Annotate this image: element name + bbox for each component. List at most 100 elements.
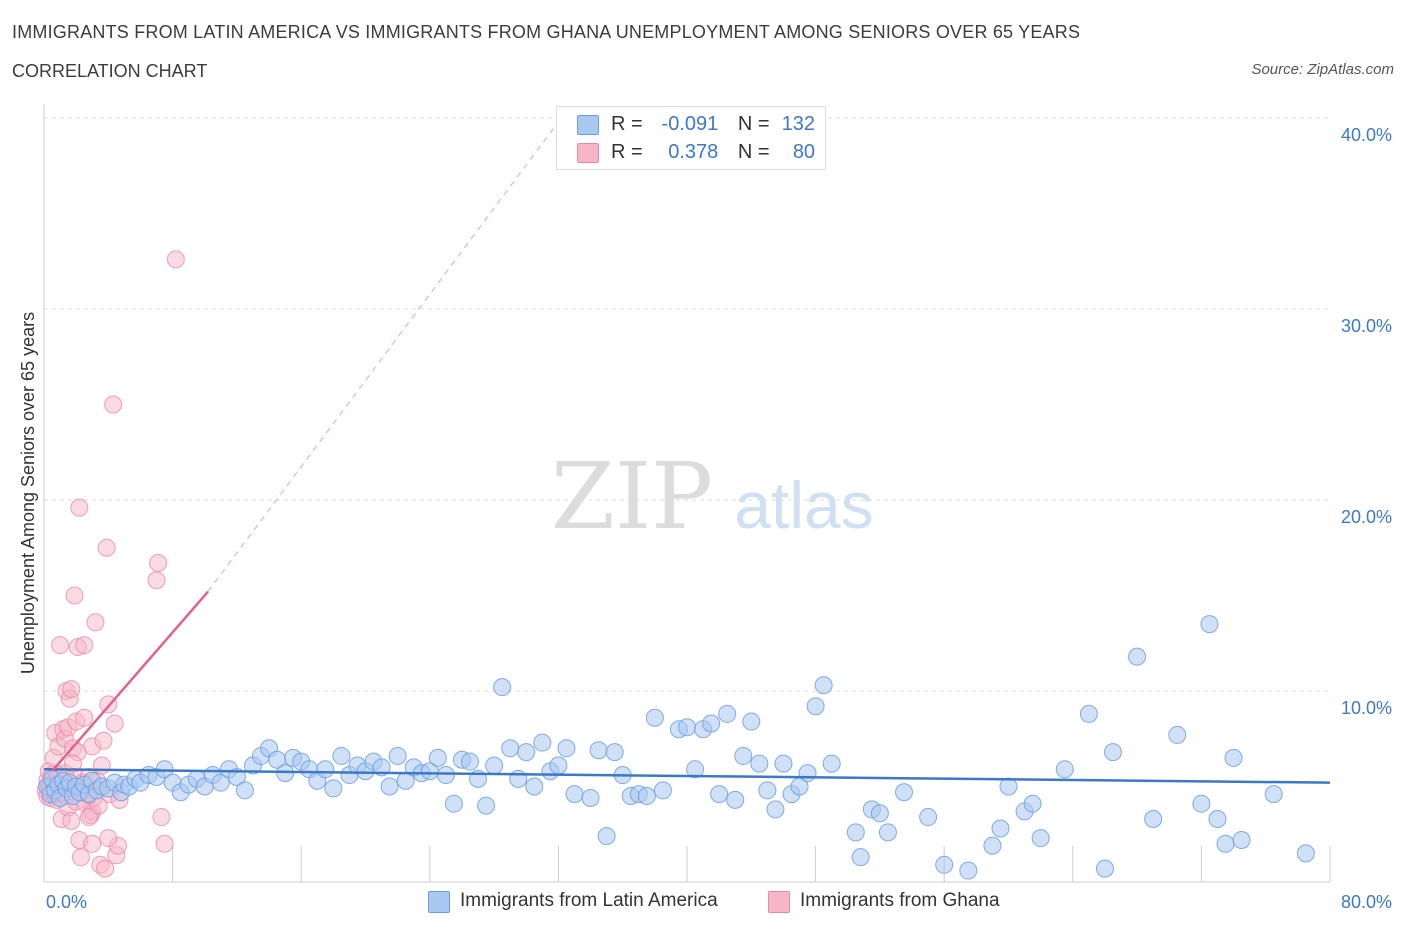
legend-r-label: R = [611,141,643,163]
latin-america-point [533,733,552,752]
latin-america-point [710,785,729,804]
ghana-point [86,613,105,632]
latin-america-point [870,804,889,823]
latin-america-point [1079,704,1098,723]
latin-america-point [1144,809,1163,828]
latin-america-point [895,783,914,802]
latin-america-point [332,746,351,765]
ghana-point [62,680,81,699]
latin-america-point [702,714,721,733]
ghana-point [152,808,171,827]
legend-r-value-pink: 0.378 [668,141,719,163]
latin-america-point [637,787,656,806]
ghana-trend-line [51,590,209,773]
latin-america-point [1128,647,1147,666]
legend-n-value-pink: 80 [792,141,816,163]
latin-america-point [766,800,785,819]
latin-america-point [935,855,954,874]
latin-america-point [1216,834,1235,853]
latin-america-point [878,823,897,842]
latin-america-point [380,777,399,796]
ghana-point [149,554,168,573]
latin-america-point [919,808,938,827]
latin-america-point [742,712,761,731]
latin-america-point [517,743,536,762]
y-tick-label: 20.0% [1341,507,1392,527]
ghana-point [147,571,166,590]
latin-america-point [211,773,230,792]
latin-america-point [1103,743,1122,762]
trend-lines [43,121,1331,784]
latin-america-point [597,827,616,846]
legend-n-label: N = [737,141,770,163]
latin-america-point [1055,760,1074,779]
ghana-point [83,834,102,853]
latin-america-point [1192,794,1211,813]
bottom-legend-swatch-pink [768,891,790,913]
latin-america-point [565,785,584,804]
y-axis-label: Unemployment Among Seniors over 65 years [18,312,38,674]
ghana-point [166,250,185,269]
watermark-atlas: atlas [734,468,873,542]
latin-america-point [806,697,825,716]
bottom-legend-swatch-blue [428,891,450,913]
latin-america-trend-line [43,768,1331,784]
latin-america-point [1023,794,1042,813]
latin-america-point [525,777,544,796]
ghana-point [97,538,116,557]
latin-america-point [734,746,753,765]
latin-america-point [851,848,870,867]
ghana-point [63,754,82,773]
latin-america-point [477,796,496,815]
latin-america-point [814,676,833,695]
latin-america-point [750,754,769,773]
latin-america-point [653,781,672,800]
latin-america-point [822,754,841,773]
ghana-point [104,395,123,414]
latin-america-point [557,739,576,758]
y-tick-label: 10.0% [1341,698,1392,718]
ghana-point [70,498,89,517]
latin-america-point [1200,615,1219,634]
ghana-point [105,714,124,733]
latin-america-point [276,764,295,783]
y-tick-label: 40.0% [1341,125,1392,145]
latin-america-point [324,779,343,798]
latin-america-point [444,794,463,813]
chart-subtitle: CORRELATION CHART [12,61,208,81]
latin-america-point [227,767,246,786]
ghana-point [99,829,118,848]
ghana-point [92,756,111,775]
latin-america-point [798,764,817,783]
latin-america-point [1264,785,1283,804]
latin-america-point [485,756,504,775]
latin-america-point [1031,829,1050,848]
latin-america-point [758,781,777,800]
latin-america-point [726,790,745,809]
latin-america-point [388,746,407,765]
latin-america-point [1224,748,1243,767]
ghana-point [155,834,174,853]
latin-america-point [846,823,865,842]
y-tick-label: 30.0% [1341,316,1392,336]
tick-labels: 10.0% 20.0% 30.0% 40.0% 0.0% 80.0% [46,125,1392,912]
latin-america-point [678,718,696,737]
chart-title: IMMIGRANTS FROM LATIN AMERICA VS IMMIGRA… [12,22,1081,42]
ghana-trend-extension [207,121,559,593]
latin-america-point [605,743,624,762]
latin-america-point [983,836,1002,855]
bottom-legend-label-pink: Immigrants from Ghana [800,890,1000,911]
x-tick-label-max: 80.0% [1341,892,1392,912]
legend-swatch-pink [577,143,599,163]
latin-america-point [1208,809,1227,828]
latin-america-point [959,861,978,880]
latin-america-point [1168,725,1187,744]
latin-america-point [1095,859,1114,878]
correlation-legend: R = -0.091 N = 132 R = 0.378 N = 80 [556,106,826,170]
watermark-zip: ZIP [551,443,713,550]
grid-lines [44,117,1330,692]
ghana-point [96,859,115,878]
latin-america-point [999,777,1018,796]
ghana-point [80,808,99,827]
latin-america-point [645,708,664,727]
